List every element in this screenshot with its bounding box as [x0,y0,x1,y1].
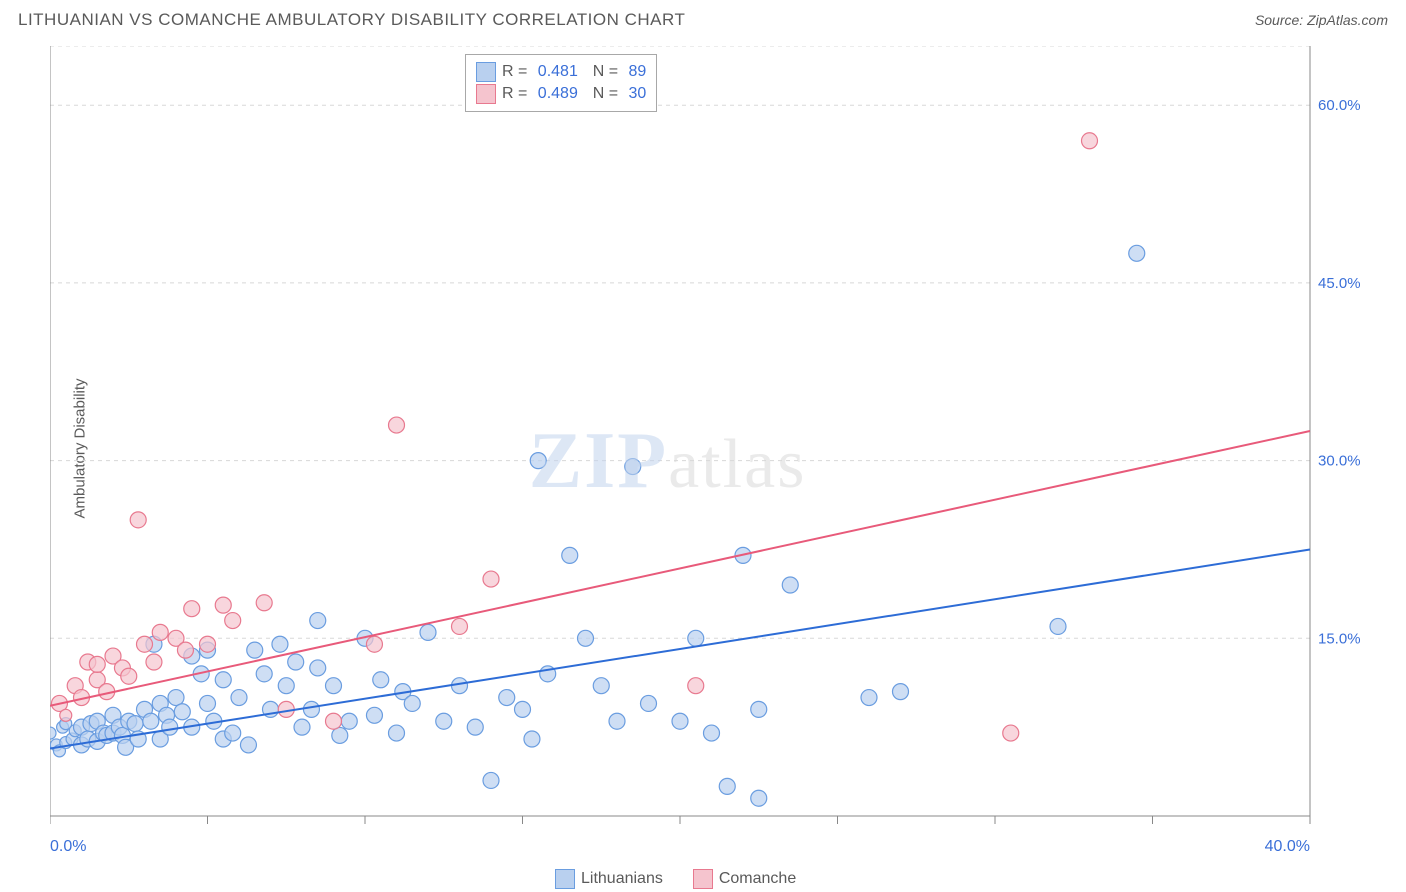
data-point [578,630,594,646]
data-point [404,695,420,711]
legend-label: Lithuanians [581,868,663,890]
chart-container: 0.0%40.0%15.0%30.0%45.0%60.0% ZIPatlas R… [50,46,1360,846]
data-point [515,701,531,717]
data-point [231,690,247,706]
data-point [719,778,735,794]
legend-item: Comanche [693,868,796,890]
data-point [146,654,162,670]
data-point [704,725,720,741]
data-point [688,678,704,694]
data-point [247,642,263,658]
data-point [256,666,272,682]
data-point [60,709,72,721]
data-point [562,547,578,563]
data-point [782,577,798,593]
legend-swatch [476,62,496,82]
legend-swatch [693,869,713,889]
data-point [341,713,357,729]
data-point [672,713,688,729]
data-point [530,453,546,469]
data-point [452,618,468,634]
data-point [593,678,609,694]
legend-swatch [476,84,496,104]
data-point [1082,133,1098,149]
svg-text:30.0%: 30.0% [1318,453,1360,470]
data-point [1050,618,1066,634]
source-attribution: Source: ZipAtlas.com [1255,12,1388,28]
data-point [366,707,382,723]
data-point [326,713,342,729]
data-point [200,636,216,652]
data-point [162,719,178,735]
data-point [1129,245,1145,261]
data-point [1003,725,1019,741]
data-point [861,690,877,706]
data-point [272,636,288,652]
data-point [288,654,304,670]
data-point [200,695,216,711]
svg-text:0.0%: 0.0% [50,838,86,855]
data-point [436,713,452,729]
data-point [310,660,326,676]
series-legend: Lithuanians Comanche [555,868,796,890]
chart-title: LITHUANIAN VS COMANCHE AMBULATORY DISABI… [18,10,685,30]
data-point [326,678,342,694]
data-point [483,772,499,788]
data-point [483,571,499,587]
data-point [420,624,436,640]
stats-legend: R = 0.481 N = 89 R = 0.489 N = 30 [465,54,657,112]
data-point [332,727,348,743]
scatter-chart: 0.0% 40.0% 15.0% 30.0% 45.0% 60.0% [50,46,1360,876]
data-point [215,597,231,613]
data-point [215,672,231,688]
data-point [609,713,625,729]
data-point [467,719,483,735]
legend-swatch [555,869,575,889]
data-point [499,690,515,706]
data-point [310,613,326,629]
svg-text:15.0%: 15.0% [1318,630,1360,647]
data-point [143,713,159,729]
data-point [751,790,767,806]
data-point [130,512,146,528]
data-point [225,613,241,629]
data-point [303,701,319,717]
legend-label: Comanche [719,868,796,890]
data-point [50,727,56,739]
data-point [389,725,405,741]
data-point [294,719,310,735]
data-point [389,417,405,433]
data-point [225,725,241,741]
data-point [625,459,641,475]
svg-text:40.0%: 40.0% [1265,838,1310,855]
data-point [524,731,540,747]
data-point [89,656,105,672]
data-point [893,684,909,700]
data-point [366,636,382,652]
data-point [256,595,272,611]
data-point [688,630,704,646]
data-point [641,695,657,711]
data-point [751,701,767,717]
data-point [373,672,389,688]
svg-text:60.0%: 60.0% [1318,97,1360,114]
data-point [174,704,190,720]
data-point [177,642,193,658]
data-point [168,690,184,706]
data-point [127,716,143,732]
svg-text:45.0%: 45.0% [1318,275,1360,292]
legend-row: R = 0.481 N = 89 [476,61,646,83]
data-point [137,636,153,652]
data-point [240,737,256,753]
data-point [152,624,168,640]
data-point [121,668,137,684]
data-point [184,601,200,617]
regression-line [50,431,1310,706]
legend-row: R = 0.489 N = 30 [476,83,646,105]
legend-item: Lithuanians [555,868,663,890]
data-point [278,678,294,694]
